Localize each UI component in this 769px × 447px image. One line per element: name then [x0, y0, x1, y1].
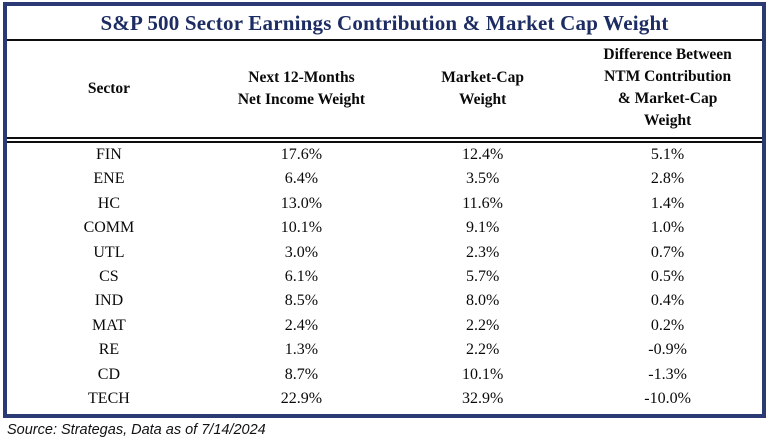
- column-header-line: & Market-Cap: [617, 90, 718, 107]
- cell-difference: 0.2%: [650, 316, 685, 334]
- source-note: Source: Strategas, Data as of 7/14/2024: [7, 422, 266, 438]
- column-header-line: Next 12-Months: [248, 69, 355, 86]
- cell-market-cap-weight: 10.1%: [461, 365, 504, 383]
- cell-difference: -0.9%: [648, 341, 687, 359]
- column-header-line: Market-Cap: [441, 69, 524, 86]
- table-row: ENE 6.4% 3.5% 2.8%: [7, 167, 762, 191]
- cell-ntm-net-income-weight: 8.7%: [284, 365, 319, 383]
- cell-market-cap-weight: 2.2%: [465, 316, 500, 334]
- cell-market-cap-weight: 3.5%: [465, 170, 500, 188]
- cell-market-cap-weight: 32.9%: [461, 389, 504, 407]
- cell-sector: RE: [98, 341, 120, 359]
- cell-sector: UTL: [93, 243, 125, 261]
- table-row: MAT 2.4% 2.2% 0.2%: [7, 314, 762, 338]
- column-header-sector: Sector: [7, 41, 211, 137]
- table-row: HC 13.0% 11.6% 1.4%: [7, 192, 762, 216]
- table-row: CD 8.7% 10.1% -1.3%: [7, 363, 762, 387]
- cell-market-cap-weight: 12.4%: [461, 146, 504, 163]
- table-row: IND 8.5% 8.0% 0.4%: [7, 289, 762, 313]
- cell-sector: FIN: [96, 146, 122, 163]
- cell-market-cap-weight: 5.7%: [465, 267, 500, 285]
- cell-market-cap-weight: 11.6%: [462, 194, 503, 212]
- cell-ntm-net-income-weight: 2.4%: [284, 316, 319, 334]
- cell-difference: -1.3%: [648, 365, 687, 383]
- table-header-row: Sector Next 12-Months Net Income Weight …: [7, 41, 762, 137]
- column-header-difference: Difference Between NTM Contribution & Ma…: [573, 41, 762, 137]
- table-container: S&P 500 Sector Earnings Contribution & M…: [3, 2, 766, 418]
- column-header-line: Difference Between: [603, 46, 732, 63]
- cell-ntm-net-income-weight: 1.3%: [284, 341, 319, 359]
- column-header-line: Sector: [87, 80, 130, 97]
- cell-sector: MAT: [92, 316, 126, 334]
- cell-market-cap-weight: 2.2%: [465, 341, 500, 359]
- column-header-line: NTM Contribution: [604, 68, 732, 85]
- header-divider-double-rule: [7, 137, 762, 143]
- table-row: COMM 10.1% 9.1% 1.0%: [7, 216, 762, 240]
- cell-sector: CS: [99, 267, 119, 285]
- cell-difference: 0.4%: [650, 292, 685, 310]
- cell-ntm-net-income-weight: 10.1%: [280, 219, 323, 237]
- cell-ntm-net-income-weight: 6.1%: [284, 267, 319, 285]
- cell-difference: 1.0%: [650, 219, 685, 237]
- table-row: CS 6.1% 5.7% 0.5%: [7, 265, 762, 289]
- table-row: TECH 22.9% 32.9% -10.0%: [7, 387, 762, 411]
- cell-sector: IND: [94, 292, 124, 310]
- cell-ntm-net-income-weight: 8.5%: [284, 292, 319, 310]
- column-header-line: Net Income Weight: [237, 91, 366, 108]
- cell-difference: 0.5%: [650, 267, 685, 285]
- cell-ntm-net-income-weight: 17.6%: [280, 146, 323, 163]
- cell-sector: CD: [97, 365, 121, 383]
- column-header-line: Weight: [643, 112, 692, 129]
- table-title: S&P 500 Sector Earnings Contribution & M…: [7, 6, 762, 41]
- cell-market-cap-weight: 2.3%: [465, 243, 500, 261]
- cell-sector: HC: [97, 194, 121, 212]
- cell-sector: ENE: [93, 170, 125, 188]
- table-body: FIN 17.6% 12.4% 5.1% ENE 6.4% 3.5% 2.8% …: [7, 143, 762, 411]
- table-row: FIN 17.6% 12.4% 5.1%: [7, 143, 762, 167]
- cell-difference: 5.1%: [650, 146, 685, 163]
- cell-difference: 0.7%: [650, 243, 685, 261]
- column-header-ntm-net-income-weight: Next 12-Months Net Income Weight: [211, 41, 392, 137]
- cell-sector: COMM: [83, 219, 135, 237]
- cell-ntm-net-income-weight: 3.0%: [284, 243, 319, 261]
- cell-market-cap-weight: 9.1%: [465, 219, 500, 237]
- cell-ntm-net-income-weight: 13.0%: [280, 194, 323, 212]
- cell-sector: TECH: [88, 389, 130, 407]
- table-row: UTL 3.0% 2.3% 0.7%: [7, 241, 762, 265]
- cell-ntm-net-income-weight: 22.9%: [280, 389, 323, 407]
- table-row: RE 1.3% 2.2% -0.9%: [7, 338, 762, 362]
- column-header-market-cap-weight: Market-Cap Weight: [392, 41, 573, 137]
- cell-market-cap-weight: 8.0%: [465, 292, 500, 310]
- cell-ntm-net-income-weight: 6.4%: [284, 170, 319, 188]
- cell-difference: 1.4%: [650, 194, 685, 212]
- column-header-line: Weight: [458, 91, 507, 108]
- cell-difference: -10.0%: [644, 389, 691, 407]
- cell-difference: 2.8%: [650, 170, 685, 188]
